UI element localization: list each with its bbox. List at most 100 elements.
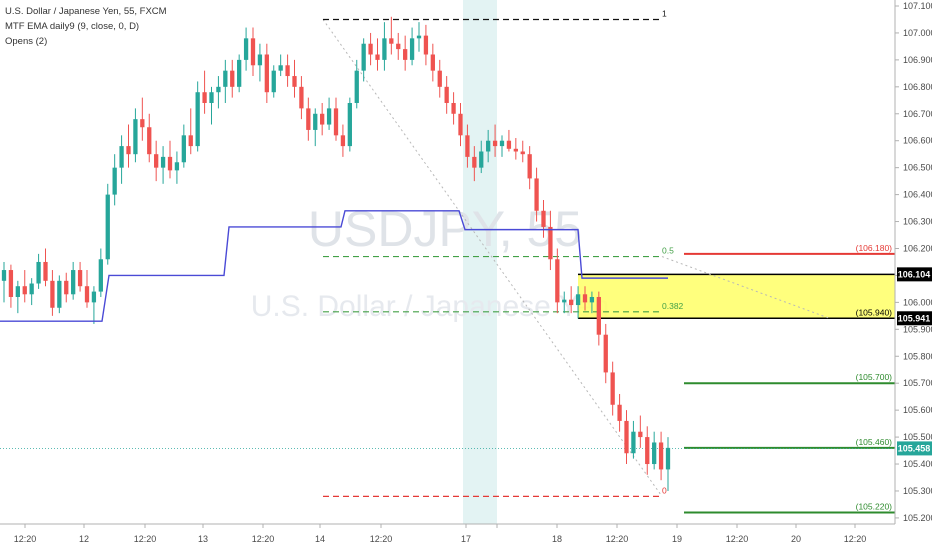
fib-level-label: 0.5 (662, 246, 674, 256)
candle-body (250, 38, 256, 66)
candle-body (160, 156, 166, 168)
candle-body (354, 70, 359, 103)
y-tick-label: 106.900 (903, 55, 932, 65)
candle-body (71, 270, 76, 295)
candle-body (326, 108, 332, 125)
y-tick-label: 105.500 (903, 432, 932, 442)
price-level-label: (105.700) (856, 372, 893, 382)
candle-body (389, 38, 394, 44)
candle-body (645, 437, 650, 465)
x-tick-label: 12:20 (134, 534, 157, 544)
y-tick-label: 105.200 (903, 513, 932, 523)
candle-body (382, 38, 387, 60)
price-axis-badges: 106.104 105.941 105.458 (897, 267, 932, 456)
candle-body (167, 156, 173, 171)
candle-body (29, 283, 34, 295)
candle-body (57, 280, 62, 308)
legend-symbol: U.S. Dollar / Japanese Yen, 55, FXCM (5, 6, 167, 17)
candle-body (112, 167, 117, 195)
time-axis-ticks[interactable]: 12:20 12 12:20 13 12:20 14 12:20 17 18 12:20 19 12:… (14, 524, 867, 544)
candle-body (126, 146, 131, 155)
price-axis-panel[interactable] (895, 0, 932, 524)
candle-body (202, 92, 207, 103)
candle-body (174, 162, 180, 171)
y-tick-label: 106.500 (903, 163, 932, 173)
y-tick-label: 107.100 (903, 1, 932, 11)
candle-body (541, 210, 546, 227)
candle-body (479, 151, 484, 168)
candle-body (188, 135, 193, 147)
x-tick-label: 19 (672, 534, 682, 544)
candle-body (119, 146, 124, 168)
candle-body (665, 447, 671, 470)
x-tick-label: 12:20 (606, 534, 629, 544)
candle-body (596, 296, 601, 335)
y-tick-label: 105.400 (903, 459, 932, 469)
x-tick-label: 12:20 (844, 534, 867, 544)
candle-body (209, 92, 214, 103)
x-tick-label: 12 (79, 534, 89, 544)
candle-body (340, 135, 346, 147)
price-level-label: (105.460) (856, 437, 893, 447)
x-tick-label: 12:20 (726, 534, 749, 544)
x-tick-label: 18 (552, 534, 562, 544)
candle-body (555, 259, 560, 303)
ema-layer (0, 210, 668, 322)
y-tick-label: 106.800 (903, 82, 932, 92)
x-tick-label: 12:20 (370, 534, 393, 544)
y-tick-label: 105.800 (903, 351, 932, 361)
legend-indicator-ema: MTF EMA daily9 (9, close, 0, D) (5, 21, 139, 32)
y-tick-label: 105.900 (903, 324, 932, 334)
candle-body (140, 119, 145, 128)
watermark-name: U.S. Dollar / Japanese Yen (251, 290, 610, 323)
candle-body (499, 140, 505, 147)
candle-body (230, 70, 235, 87)
y-tick-label: 106.300 (903, 217, 932, 227)
x-tick-label: 12:20 (252, 534, 275, 544)
candle-body (472, 156, 477, 168)
price-axis-ticks: 107.100 107.000 106.900 106.800 106.700 106.6… (895, 1, 932, 523)
price-axis-badge-label: 105.458 (898, 443, 931, 453)
x-tick-label: 12:20 (14, 534, 37, 544)
candle-body (264, 54, 269, 93)
candle-body (486, 140, 491, 152)
price-level-label: (105.220) (856, 502, 893, 512)
candle-body (243, 38, 249, 60)
fib-level-label: 1 (662, 8, 667, 18)
candle-body (84, 286, 90, 303)
candle-body (492, 140, 498, 147)
candle-body (534, 178, 539, 211)
candle-body (292, 76, 297, 87)
candle-body (105, 194, 110, 260)
candle-body (403, 49, 408, 60)
candle-body (320, 113, 325, 125)
candle-body (36, 261, 41, 284)
x-tick-label: 13 (198, 534, 208, 544)
candle-body (147, 127, 152, 155)
candle-body (15, 286, 20, 297)
candle-body (237, 59, 242, 87)
candle-body (271, 70, 276, 93)
legend-indicator-opens: Opens (2) (5, 36, 47, 47)
candle-body (1, 270, 7, 281)
y-tick-label: 107.000 (903, 28, 932, 38)
candle-body (285, 65, 290, 77)
candle-body (658, 442, 664, 470)
x-tick-label: 17 (461, 534, 471, 544)
candle-body (299, 86, 304, 109)
candle-body (520, 151, 525, 155)
candle-body (8, 270, 14, 297)
candle-body (50, 280, 55, 308)
candle-body (527, 154, 532, 179)
candle-body (624, 420, 629, 454)
ema-line (0, 210, 668, 322)
candle-body (98, 259, 103, 292)
candle-body (465, 135, 470, 157)
candle-body (396, 43, 401, 50)
y-tick-label: 106.200 (903, 243, 932, 253)
price-level-label: (105.940) (856, 308, 893, 318)
candle-body (91, 291, 97, 303)
candle-body (278, 65, 283, 71)
y-tick-label: 106.700 (903, 109, 932, 119)
